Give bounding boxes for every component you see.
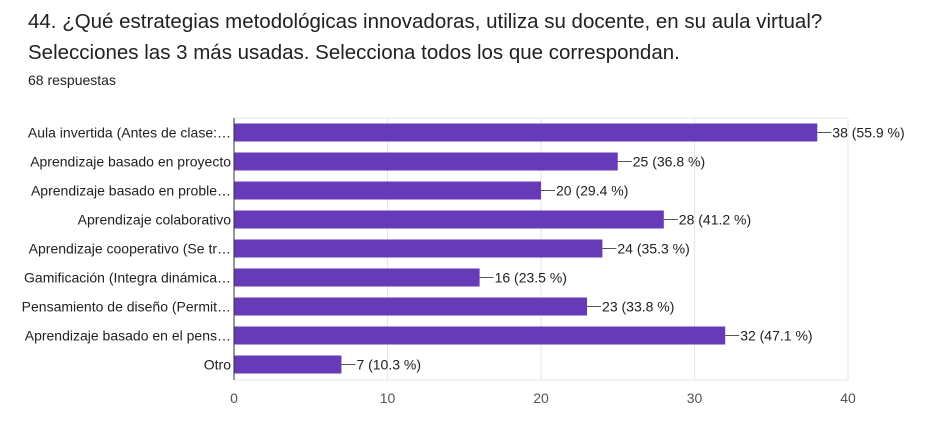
bar — [234, 152, 618, 171]
category-label: Gamificación (Integra dinámica… — [24, 270, 231, 286]
value-label: 20 (29.4 %) — [556, 183, 628, 199]
x-tick-label: 0 — [230, 390, 238, 406]
value-label: 7 (10.3 %) — [356, 357, 421, 373]
bar — [234, 181, 541, 200]
category-label: Aprendizaje basado en proble… — [31, 183, 231, 199]
x-tick-label: 40 — [840, 390, 856, 406]
bar — [234, 326, 726, 345]
category-label: Otro — [204, 357, 231, 373]
bar — [234, 297, 588, 316]
axes: 0 10 20 30 40 Aula invertida (Antes de clase:… — [22, 118, 856, 406]
category-label: Pensamiento de diseño (Permit… — [22, 299, 231, 315]
value-label: 32 (47.1 %) — [740, 328, 812, 344]
bar — [234, 355, 342, 374]
value-label: 23 (33.8 %) — [602, 299, 674, 315]
x-tick-label: 10 — [380, 390, 396, 406]
bars: 38 (55.9 %) 25 (36.8 %) 20 (29.4 %) 28 (41.… — [234, 123, 905, 374]
bar — [234, 239, 603, 258]
bar — [234, 268, 480, 287]
x-tick-label: 30 — [687, 390, 703, 406]
response-count: 68 respuestas — [28, 72, 116, 88]
category-label: Aula invertida (Antes de clase:… — [28, 125, 231, 141]
bar — [234, 210, 664, 229]
category-label: Aprendizaje colaborativo — [78, 212, 232, 228]
category-label: Aprendizaje basado en el pens… — [25, 328, 231, 344]
category-label: Aprendizaje cooperativo (Se tr… — [29, 241, 231, 257]
value-label: 28 (41.2 %) — [679, 212, 751, 228]
value-label: 25 (36.8 %) — [633, 154, 705, 170]
question-title: 44. ¿Qué estrategias metodológicas innov… — [28, 10, 823, 64]
value-label: 24 (35.3 %) — [617, 241, 689, 257]
value-label: 38 (55.9 %) — [832, 125, 904, 141]
value-label: 16 (23.5 %) — [495, 270, 567, 286]
bar — [234, 123, 818, 142]
x-tick-label: 20 — [533, 390, 549, 406]
category-label: Aprendizaje basado en proyecto — [30, 154, 231, 170]
